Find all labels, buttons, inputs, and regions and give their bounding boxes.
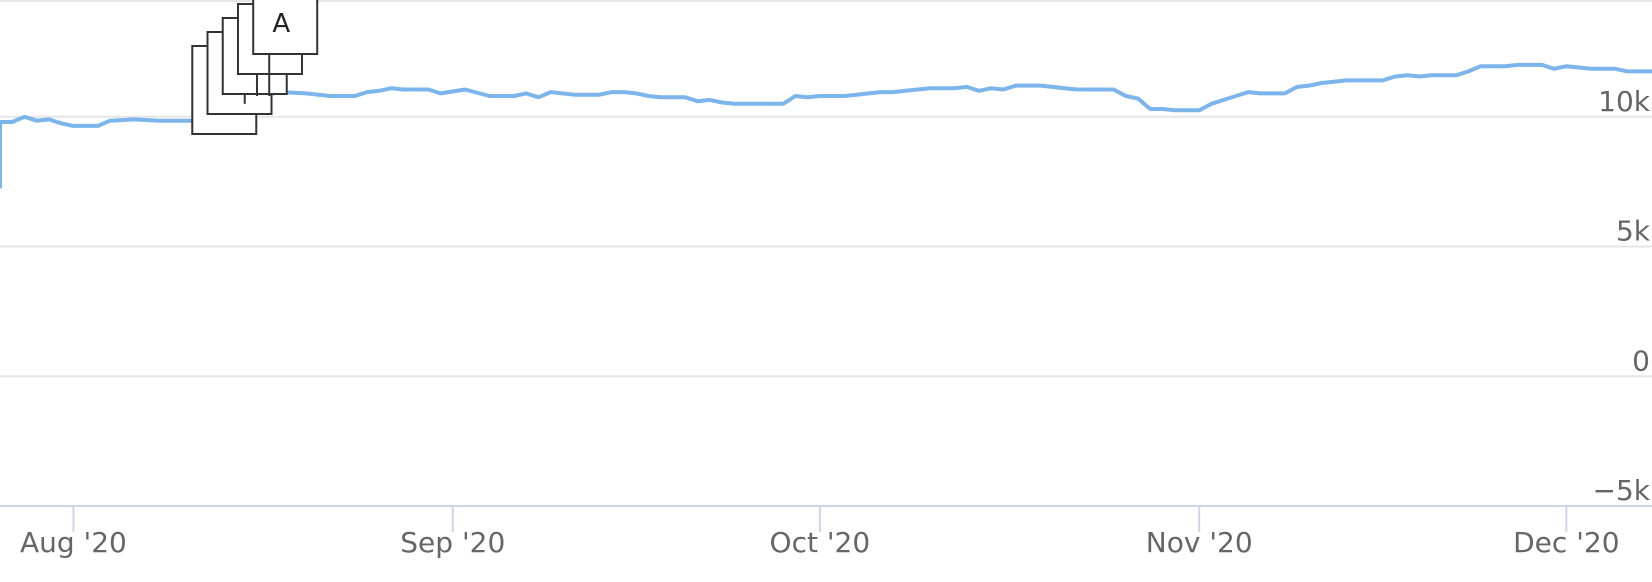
x-tick-label: Nov '20 <box>1146 526 1253 559</box>
x-tick-label: Oct '20 <box>770 526 871 559</box>
y-tick-label: 0 <box>1632 344 1650 377</box>
flags-group[interactable]: AAAAA <box>191 0 319 135</box>
flag-box[interactable] <box>252 0 319 55</box>
y-axis: 10k 5k 0 −5k <box>1593 85 1651 507</box>
x-axis: Aug '20 Sep '20 Oct '20 Nov '20 Dec '20 <box>0 505 1652 559</box>
x-tick-label: Sep '20 <box>400 526 505 559</box>
flag-label: A <box>272 9 290 39</box>
y-tick-label: 10k <box>1598 85 1651 118</box>
flag-marker[interactable]: A <box>252 0 319 97</box>
y-tick-label: 5k <box>1616 215 1651 248</box>
x-tick-label: Dec '20 <box>1513 526 1619 559</box>
y-tick-label: −5k <box>1593 474 1651 507</box>
x-tick-label: Aug '20 <box>20 526 127 559</box>
